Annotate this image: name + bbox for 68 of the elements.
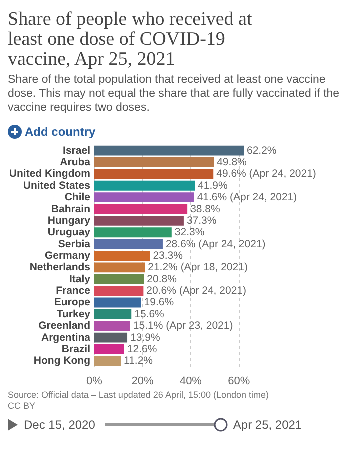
data-label: 12.6%	[127, 343, 158, 356]
y-tick-label: Turkey	[56, 308, 91, 320]
y-tick-label: Serbia	[58, 238, 91, 250]
text: Dec 15, 2020	[24, 418, 96, 432]
data-label: 37.3%	[186, 214, 217, 227]
x-tick-label: 0%	[86, 376, 103, 388]
data-label: 15.6%	[134, 308, 164, 320]
chart-title: Share of people who received at least one dose of COVID-19 vaccine, Apr 25, 2021	[8, 9, 254, 70]
y-tick-label: Brazil	[62, 343, 91, 356]
y-tick-label: France	[56, 285, 91, 298]
data-label: 38.8%	[190, 203, 220, 216]
data-label: 41.6% (Apr 24, 2021)	[197, 192, 298, 204]
bar	[94, 204, 188, 214]
bar	[94, 169, 214, 180]
y-tick-label: Germany	[44, 250, 91, 262]
data-label: 20.6% (Apr 24, 2021)	[146, 285, 246, 298]
y-tick-label: United States	[23, 180, 91, 192]
y-tick-label: Hungary	[48, 214, 91, 227]
y-tick-label: Argentina	[41, 332, 91, 344]
text: Add country	[25, 125, 96, 139]
bar	[94, 192, 194, 203]
bar	[94, 356, 122, 366]
bar	[94, 286, 144, 296]
x-tick-label: 60%	[228, 376, 250, 388]
y-tick-label: United Kingdom	[9, 168, 90, 180]
y-tick-label: Israel	[63, 144, 91, 157]
bar	[94, 216, 184, 226]
data-label: 15.1% (Apr 23, 2021)	[133, 320, 234, 332]
data-label: 19.6%	[144, 296, 174, 309]
data-label: 20.8%	[147, 273, 177, 286]
text: CC BY	[8, 401, 37, 412]
data-label: 23.3%	[153, 250, 183, 262]
x-tick-label: 40%	[180, 376, 202, 388]
y-tick-label: Italy	[69, 273, 91, 286]
bar	[94, 228, 172, 238]
y-tick-label: Hong Kong	[34, 355, 90, 368]
y-tick-label: Netherlands	[30, 262, 91, 274]
data-label: 41.9%	[198, 180, 228, 192]
bar	[94, 274, 144, 284]
bar	[94, 344, 124, 354]
bar	[94, 298, 142, 308]
bar	[94, 309, 132, 320]
bar	[94, 158, 214, 168]
bar	[94, 262, 146, 273]
bar	[94, 251, 150, 261]
bar	[94, 239, 163, 250]
data-label: 62.2%	[247, 144, 277, 157]
source-note: Source: Official data – Last updated 26 April, 15:00 (London time)	[8, 390, 270, 401]
bar	[94, 180, 196, 191]
y-tick-label: Chile	[64, 192, 91, 204]
text: Apr 25, 2021	[233, 418, 302, 432]
chart-subtitle: Share of the total population that received at least one vaccine dose. This may not equal the share that are fully vaccinated if the vaccine requires two doses.	[8, 73, 341, 115]
y-tick-label: Greenland	[38, 320, 90, 332]
data-label: 11.2%	[124, 355, 154, 368]
y-tick-label: Uruguay	[48, 226, 91, 239]
data-label: 13.9%	[130, 332, 160, 344]
bar	[94, 146, 244, 156]
bar	[94, 321, 130, 332]
y-tick-label: Europe	[54, 296, 91, 309]
y-tick-label: Aruba	[60, 156, 91, 169]
data-label: 49.8%	[217, 156, 247, 169]
x-tick-label: 20%	[132, 376, 154, 388]
data-label: 28.6% (Apr 24, 2021)	[166, 238, 266, 250]
y-tick-label: Bahrain	[51, 203, 90, 216]
bar	[94, 332, 128, 343]
data-label: 49.6% (Apr 24, 2021)	[216, 168, 316, 180]
data-label: 21.2% (Apr 18, 2021)	[148, 262, 248, 274]
data-label: 32.3%	[174, 226, 205, 239]
